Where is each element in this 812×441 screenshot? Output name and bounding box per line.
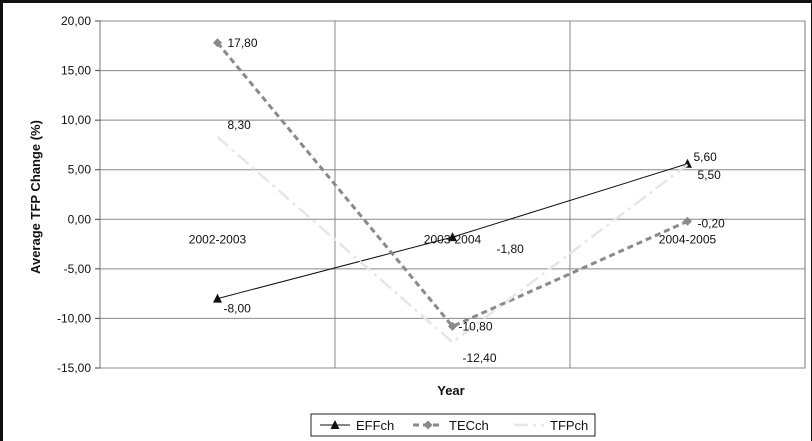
data-label: -10,80 (459, 319, 493, 333)
x-axis-title: Year (437, 383, 464, 398)
y-axis-ticks: -15,00 -10,00 -5,00 0,00 5,00 10,00 15,00 20,00 (57, 14, 91, 375)
data-label: -12,40 (463, 351, 497, 365)
diamond-marker (683, 216, 692, 226)
y-tick-label: 10,00 (61, 113, 91, 127)
diamond-marker (213, 38, 222, 48)
grid-lines (95, 20, 806, 369)
triangle-marker (330, 420, 340, 429)
y-tick-label: 0,00 (68, 212, 92, 226)
series-line-tecch (216, 41, 689, 329)
category-labels: 2002-20032003-20042004-2005 (189, 232, 717, 246)
data-label: 8,30 (228, 118, 252, 132)
data-label: -8,00 (224, 302, 252, 316)
y-tick-label: 15,00 (61, 64, 91, 78)
y-tick-label: -15,00 (57, 361, 91, 375)
legend-label: TECch (449, 418, 489, 433)
category-label: 2002-2003 (189, 232, 247, 246)
diamond-marker (423, 420, 433, 430)
y-tick-label: 20,00 (61, 14, 91, 28)
legend-label: EFFch (356, 418, 394, 433)
series-line-effch (217, 163, 688, 300)
triangle-marker (448, 232, 457, 242)
category-label: 2004-2005 (659, 232, 717, 246)
y-tick-label: -10,00 (57, 311, 91, 325)
legend-label: TFPch (550, 418, 588, 433)
data-label: -1,80 (497, 242, 525, 256)
y-tick-label: -5,00 (64, 262, 92, 276)
series-lines (213, 38, 692, 344)
data-label: 17,80 (228, 36, 258, 50)
data-label: -0,20 (698, 216, 726, 230)
plot-area (99, 20, 806, 369)
legend-box (310, 413, 596, 437)
y-axis-title: Average TFP Change (%) (28, 120, 43, 274)
diamond-marker (448, 321, 457, 331)
legend: EFFch TECch TFPch (310, 413, 596, 437)
data-labels: -8,00 -1,80 5,60 17,80 -10,80 -0,20 8,30 -12,40… (224, 36, 726, 365)
data-label: 5,50 (698, 168, 722, 182)
y-tick-label: 5,00 (68, 163, 92, 177)
data-label: 5,60 (694, 150, 718, 164)
triangle-marker (213, 293, 222, 303)
